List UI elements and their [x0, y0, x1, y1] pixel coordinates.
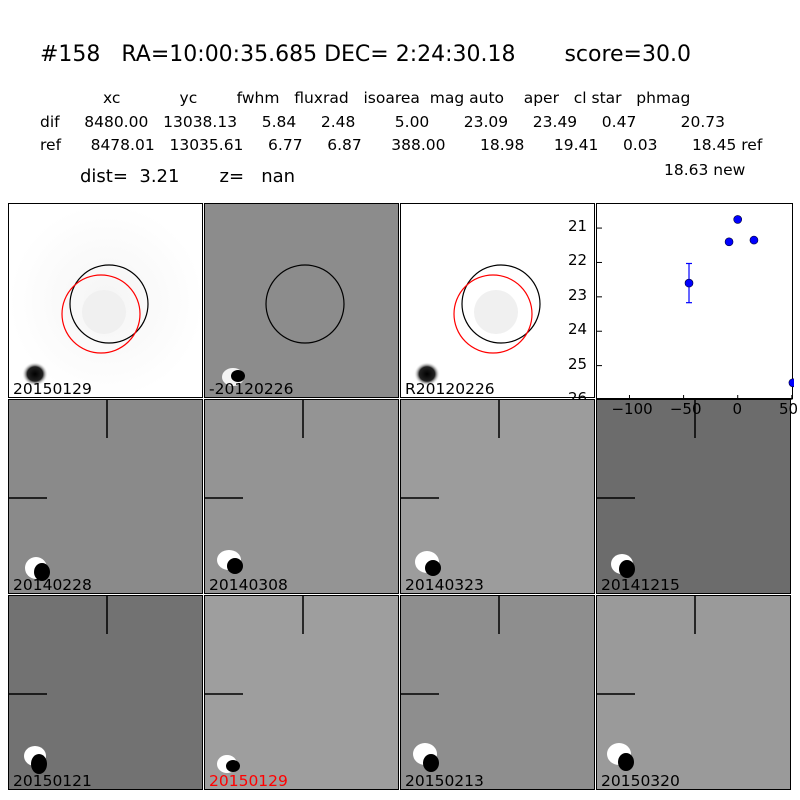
stamp-image [205, 596, 304, 773]
data-point [684, 262, 694, 304]
row-ref: ref 8478.01 13035.61 6.77 6.87 388.00 18… [40, 136, 763, 154]
stamp-label: 20150129 [13, 380, 92, 398]
x-tick-label: 50 [779, 400, 799, 418]
stamp-label: 20140323 [405, 576, 484, 594]
stamp-label-highlight: 20150129 [209, 772, 288, 790]
stamp-20150121[interactable]: 20150121 [8, 595, 203, 790]
y-tick-label: 24 [568, 320, 588, 339]
light-curve-plot[interactable] [596, 203, 798, 401]
stamp-label: 20141215 [601, 576, 680, 594]
stamp-image [9, 400, 108, 581]
ref-circle [69, 264, 149, 344]
stamp-diff[interactable]: -20120226 [204, 203, 399, 398]
data-point [788, 378, 798, 388]
light-curve-svg [597, 215, 798, 401]
stamp-label: -20120226 [209, 380, 294, 398]
table-header: xc yc fwhm fluxrad isoarea mag auto aper… [103, 89, 691, 107]
stamp-image [401, 400, 500, 576]
row-dif: dif 8480.00 13038.13 5.84 2.48 5.00 23.0… [40, 113, 726, 131]
new-circle [61, 274, 141, 354]
stamp-image [414, 264, 541, 386]
stamp-20140308[interactable]: 20140308 [204, 399, 399, 594]
x-tick-label: −50 [669, 400, 702, 418]
stamp-image [222, 264, 345, 386]
stamp-label: 20140228 [13, 576, 92, 594]
dist-line: dist= 3.21 z= nan [80, 166, 296, 187]
stamp-20140323[interactable]: 20140323 [400, 399, 595, 594]
stamp-20150129-highlight[interactable]: 20150129 [204, 595, 399, 790]
stamp-image [597, 400, 696, 578]
data-point [724, 237, 734, 247]
stamp-label: R20120226 [405, 380, 495, 398]
stamp-label: 20150213 [405, 772, 484, 790]
y-tick-label: 22 [568, 251, 588, 270]
y-tick-label: 21 [568, 217, 588, 236]
y-tick-label: 23 [568, 285, 588, 304]
stamp-image [401, 596, 500, 772]
row-new: 18.63 new [664, 161, 746, 179]
data-point [749, 235, 759, 245]
candidate-title: #158 RA=10:00:35.685 DEC= 2:24:30.18 sco… [40, 42, 691, 67]
stamp-20141215[interactable]: 20141215 [596, 399, 791, 594]
stamp-20150320[interactable]: 20150320 [596, 595, 791, 790]
stamp-image [9, 204, 202, 397]
x-tick-label: −100 [611, 400, 653, 418]
y-tick-label: 25 [568, 354, 588, 373]
x-tick-label: 0 [732, 400, 742, 418]
stamp-image [9, 596, 108, 774]
stamp-label: 20150320 [601, 772, 680, 790]
stamp-20140228[interactable]: 20140228 [8, 399, 203, 594]
stamp-20150213[interactable]: 20150213 [400, 595, 595, 790]
stamp-ref[interactable]: R20120226 [400, 203, 595, 398]
stamp-label: 20150121 [13, 772, 92, 790]
stamp-image [205, 400, 304, 574]
stamp-label: 20140308 [209, 576, 288, 594]
data-point [733, 215, 743, 224]
stamp-image [597, 596, 696, 771]
stamp-new[interactable]: 20150129 [8, 203, 203, 398]
